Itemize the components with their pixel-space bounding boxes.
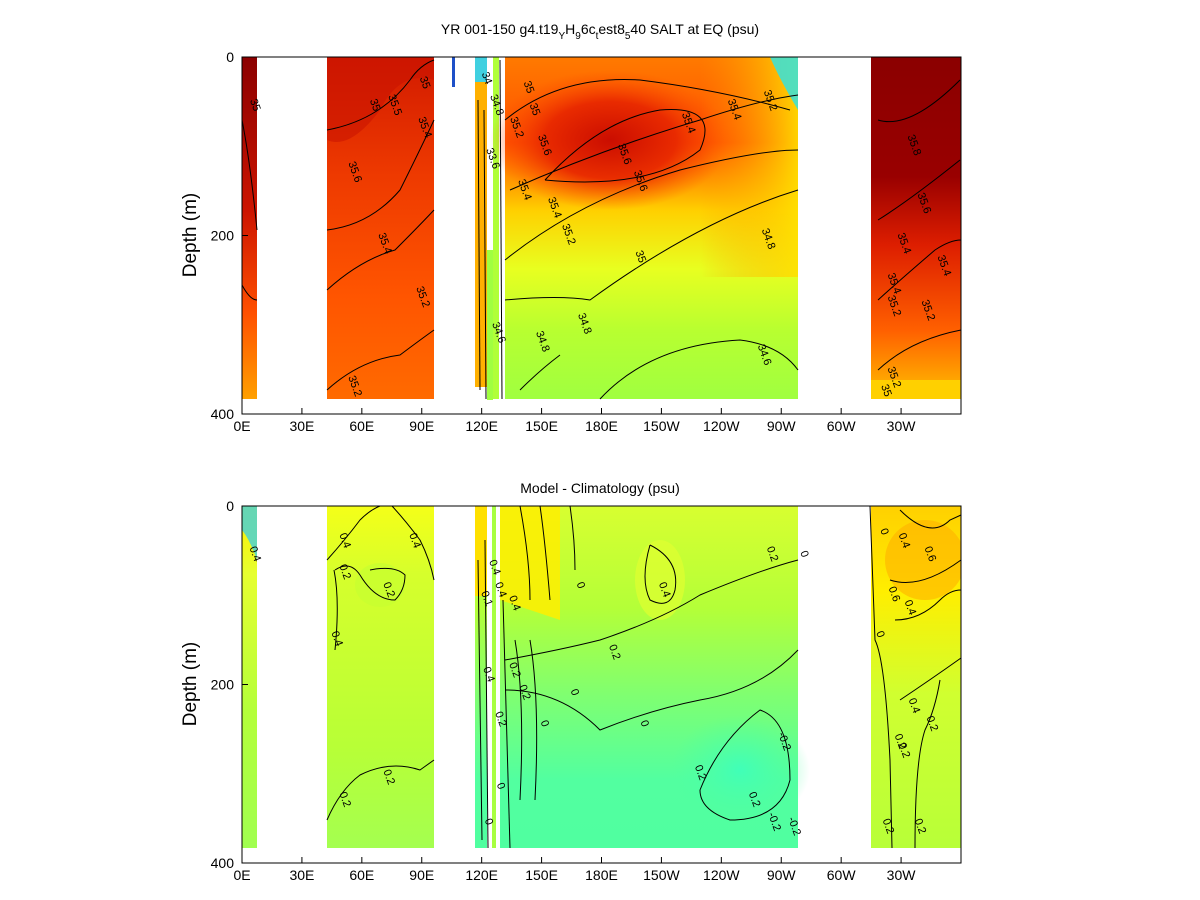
bottom-panel: Model - Climatology (psu) (180, 480, 962, 883)
bottom-contour-label: 0.4 (896, 531, 913, 549)
bottom-x-tick-label: 0E (233, 867, 250, 883)
bottom-x-tick-label: 180E (585, 867, 618, 883)
top-x-tick-label: 30E (289, 418, 314, 434)
top-y-axis-label: Depth (m) (180, 193, 201, 277)
bottom-y-axis-label: Depth (m) (180, 642, 201, 726)
top-panel: YR 001-150 g4.t19YH96ctest8540 SALT at E… (180, 21, 962, 434)
top-contour-label: 35 (633, 249, 648, 265)
bottom-contour-label: 0 (494, 781, 507, 791)
top-contour-label: 35 (417, 75, 432, 91)
bottom-y-tick-label: 200 (211, 677, 235, 693)
bottom-x-tick-label: 30W (887, 867, 917, 883)
top-x-tick-label: 30W (887, 418, 917, 434)
bottom-contour-label: 0 (877, 527, 890, 537)
bottom-x-tick-label: 150E (525, 867, 558, 883)
top-x-tick-label: 90E (409, 418, 434, 434)
bottom-contour-label: 0.1 (478, 589, 495, 607)
bottom-field-west (242, 506, 257, 848)
bottom-x-tick-label: 90E (409, 867, 434, 883)
bottom-contour-label: 0.2 (880, 817, 897, 835)
bottom-contour-label: 0 (568, 687, 581, 697)
bottom-contour-label: 0.2 (692, 763, 709, 781)
bottom-contour-label: 0.2 (506, 661, 523, 679)
bottom-y-tick-label: 0 (226, 498, 234, 514)
bottom-field (242, 506, 961, 848)
top-x-tick-label: 120E (465, 418, 498, 434)
top-contour-label: 34.8 (487, 93, 506, 117)
bottom-contour-label: 0.4 (902, 598, 919, 616)
top-x-tick-label: 120W (703, 418, 740, 434)
bottom-contour-label: 0.4 (480, 665, 497, 683)
bottom-contour-label: 0.4 (486, 558, 503, 576)
bottom-contour-label: 0.4 (506, 594, 523, 612)
bottom-contour-label: 0 (797, 549, 810, 559)
bottom-title: Model - Climatology (psu) (520, 480, 680, 496)
top-title: YR 001-150 g4.t19YH96ctest8540 SALT at E… (441, 21, 759, 42)
bottom-contour-label: 0.2 (606, 643, 623, 661)
top-x-tick-label: 180E (585, 418, 618, 434)
top-x-tick-label: 90W (767, 418, 797, 434)
bottom-contour-label: 0.2 (336, 790, 353, 808)
bottom-contour-label: 0.6 (886, 585, 903, 603)
bottom-contours (326, 505, 962, 849)
bottom-y-tick-label: 400 (211, 855, 235, 871)
bottom-x-tick-label: 120E (465, 867, 498, 883)
bottom-contour-label: 0.2 (516, 683, 533, 701)
bottom-contour-label: 0 (574, 580, 587, 590)
bottom-field-indian (327, 506, 434, 848)
bottom-contour-label: 0.6 (922, 545, 939, 563)
bottom-contour-label: 0.2 (380, 581, 397, 599)
bottom-contour-label: 0.2 (896, 741, 913, 759)
bottom-x-tick-label: 90W (767, 867, 797, 883)
top-y-tick-label: 400 (211, 406, 235, 422)
bottom-contour-label: 0.4 (906, 697, 923, 715)
top-contour-label: 35 (878, 383, 893, 399)
bottom-contour-label: 0.2 (336, 563, 353, 581)
top-field (242, 57, 961, 400)
bottom-contour-label: 0.2 (892, 732, 909, 750)
top-contour-label: 35 (247, 97, 262, 113)
bottom-contour-label: 0.4 (656, 581, 673, 599)
bottom-x-tick-label: 30E (289, 867, 314, 883)
top-contour-label: 35 (527, 102, 542, 118)
top-x-tick-label: 150E (525, 418, 558, 434)
bottom-contour-label: 0.4 (247, 545, 264, 563)
bottom-contour-label: 0.4 (406, 531, 423, 549)
top-x-tick-label: 60E (349, 418, 374, 434)
bottom-contour-label: 0.4 (328, 630, 345, 648)
bottom-axis-ticks: 0E 30E 60E 90E 120E 150E 180E 150W 120W 90W 60W 30W… (211, 498, 917, 883)
bottom-contour-label: 0.2 (746, 790, 763, 808)
bottom-contour-label: 0.2 (492, 710, 509, 728)
bottom-contour-label: 0.4 (336, 531, 353, 549)
bottom-x-tick-label: 150W (643, 867, 680, 883)
top-y-tick-label: 0 (226, 49, 234, 65)
bottom-contour-label: 0.2 (380, 768, 397, 786)
top-field-atlantic (871, 57, 961, 399)
top-x-tick-label: 150W (643, 418, 680, 434)
top-contour-label: 35 (367, 97, 382, 113)
top-contour-label: 35 (521, 79, 536, 95)
top-x-tick-label: 60W (827, 418, 857, 434)
bottom-contour-label: 0.4 (492, 581, 509, 599)
bottom-contour-label: 0.2 (924, 714, 941, 732)
top-contours (241, 59, 962, 400)
bottom-contour-label: 0.2 (912, 817, 929, 835)
top-x-tick-label: 0E (233, 418, 250, 434)
bottom-contour-label: 0.2 (764, 545, 781, 563)
top-axis-ticks: 0E 30E 60E 90E 120E 150E 180E 150W 120W 90W 60W 30W… (211, 49, 917, 434)
bottom-contour-label: 0 (638, 719, 651, 729)
bottom-contour-label: 0 (482, 817, 495, 827)
bottom-x-tick-label: 60W (827, 867, 857, 883)
bottom-contour-labels: 0.40.4 0.40.20.20.40.20.20.40.40.100.40.4… (247, 527, 941, 837)
bottom-contour-label: 0 (873, 629, 886, 639)
bottom-x-tick-label: 60E (349, 867, 374, 883)
bottom-x-tick-label: 120W (703, 867, 740, 883)
top-field-strait-a (452, 57, 455, 87)
bottom-contour-label: 0 (538, 719, 551, 729)
top-y-tick-label: 200 (211, 228, 235, 244)
top-contour-label: 34 (479, 70, 494, 86)
